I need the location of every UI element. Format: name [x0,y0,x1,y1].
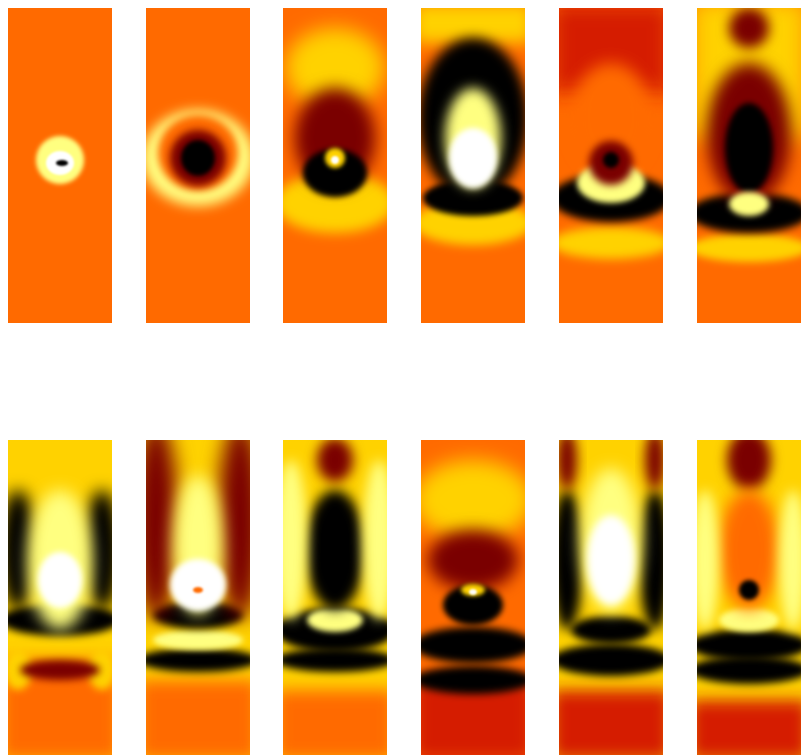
heatmap-image [697,8,801,323]
intensity-region [449,128,497,188]
heatmap-panel [146,440,250,755]
heatmap-panel [697,8,801,323]
intensity-region [571,616,651,644]
heatmap-panel [559,440,663,755]
intensity-region [218,440,250,620]
intensity-region [303,149,367,197]
intensity-region [727,440,771,490]
intensity-region [697,490,719,630]
intensity-region [697,656,801,684]
heatmap-image [146,440,250,755]
intensity-region [181,140,215,176]
heatmap-image [8,8,112,323]
intensity-region [603,152,619,168]
heatmap-panel [697,440,801,755]
intensity-region [20,660,100,680]
heatmap-image [283,8,387,323]
intensity-region [153,630,243,650]
intensity-region [56,160,68,166]
intensity-region [559,644,663,676]
heatmap-image [559,8,663,323]
intensity-region [421,627,525,663]
intensity-region [38,552,82,608]
intensity-region [559,690,663,755]
intensity-region [469,589,477,595]
intensity-region [571,63,651,173]
intensity-region [421,460,525,540]
heatmap-panel [146,8,250,323]
intensity-region [559,440,577,490]
intensity-region [559,227,663,259]
heatmap-panel [421,440,525,755]
heatmap-image [421,440,525,755]
heatmap-image [559,440,663,755]
intensity-region [283,460,307,620]
intensity-region [729,192,769,216]
intensity-region [146,648,250,672]
intensity-region [146,440,178,620]
intensity-region [88,650,112,690]
intensity-region [423,180,523,216]
intensity-region [146,680,250,755]
intensity-region [283,648,387,672]
intensity-region [8,490,36,610]
intensity-region [421,8,525,43]
intensity-region [428,530,518,590]
intensity-region [639,490,663,630]
intensity-region [739,580,759,600]
intensity-region [285,28,385,108]
intensity-region [697,234,801,262]
intensity-region [283,690,387,755]
heatmap-image [8,440,112,755]
intensity-region [307,608,363,632]
intensity-region [725,103,773,193]
intensity-region [779,490,801,630]
intensity-region [8,650,32,690]
heatmap-panel [559,8,663,323]
intensity-region [331,156,339,164]
intensity-region [697,629,801,661]
heatmap-image [697,440,801,755]
intensity-region [84,490,112,610]
heatmap-image [421,8,525,323]
heatmap-image [283,440,387,755]
heatmap-panel [283,440,387,755]
intensity-region [170,559,226,611]
intensity-region [587,515,635,605]
intensity-region [193,587,203,593]
intensity-region [559,490,583,630]
heatmap-panel [283,8,387,323]
heatmap-panel [8,440,112,755]
intensity-region [283,173,387,233]
intensity-region [317,440,353,482]
intensity-region [719,608,779,632]
intensity-region [421,666,525,694]
intensity-region [645,440,663,490]
heatmap-image [146,8,250,323]
intensity-region [305,490,365,610]
intensity-region [719,490,779,610]
intensity-region [443,585,503,625]
intensity-region [363,460,387,620]
intensity-region [697,700,801,755]
intensity-region [729,8,769,48]
heatmap-panel [421,8,525,323]
heatmap-panel [8,8,112,323]
